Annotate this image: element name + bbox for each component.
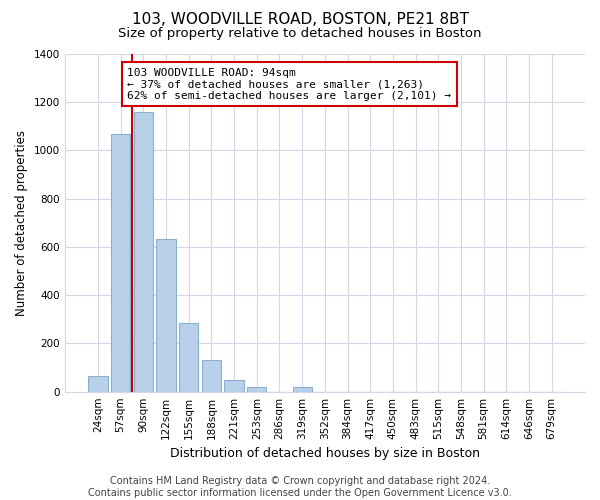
Bar bbox=[224, 380, 244, 392]
Bar bbox=[88, 376, 107, 392]
Bar bbox=[111, 134, 130, 392]
Text: Contains HM Land Registry data © Crown copyright and database right 2024.
Contai: Contains HM Land Registry data © Crown c… bbox=[88, 476, 512, 498]
Bar bbox=[202, 360, 221, 392]
Text: Size of property relative to detached houses in Boston: Size of property relative to detached ho… bbox=[118, 28, 482, 40]
X-axis label: Distribution of detached houses by size in Boston: Distribution of detached houses by size … bbox=[170, 447, 480, 460]
Text: 103 WOODVILLE ROAD: 94sqm
← 37% of detached houses are smaller (1,263)
62% of se: 103 WOODVILLE ROAD: 94sqm ← 37% of detac… bbox=[127, 68, 451, 100]
Bar bbox=[179, 323, 199, 392]
Text: 103, WOODVILLE ROAD, BOSTON, PE21 8BT: 103, WOODVILLE ROAD, BOSTON, PE21 8BT bbox=[131, 12, 469, 28]
Bar bbox=[247, 387, 266, 392]
Y-axis label: Number of detached properties: Number of detached properties bbox=[15, 130, 28, 316]
Bar bbox=[134, 112, 153, 392]
Bar bbox=[293, 387, 312, 392]
Bar bbox=[157, 238, 176, 392]
